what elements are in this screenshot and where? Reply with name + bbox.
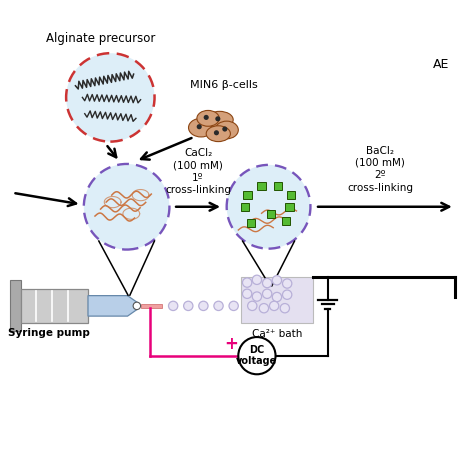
FancyBboxPatch shape [10,280,20,331]
FancyBboxPatch shape [20,289,88,323]
Circle shape [238,337,275,374]
Circle shape [84,164,169,250]
Circle shape [222,127,228,132]
Text: Alginate precursor: Alginate precursor [46,32,156,45]
Circle shape [215,116,220,121]
Circle shape [263,289,272,299]
Circle shape [133,302,141,310]
Circle shape [66,53,155,142]
Text: Syringe pump: Syringe pump [9,328,91,338]
Circle shape [229,301,238,310]
Text: AE: AE [433,58,449,71]
Bar [282,217,291,225]
FancyBboxPatch shape [141,304,162,308]
Bar [287,191,295,199]
Ellipse shape [197,110,219,126]
Circle shape [197,124,202,129]
Text: BaCl₂
(100 mM)
2º
cross-linking: BaCl₂ (100 mM) 2º cross-linking [347,146,413,193]
Circle shape [247,301,257,310]
Polygon shape [88,296,137,316]
Text: CaCl₂
(100 mM)
1º
cross-linking: CaCl₂ (100 mM) 1º cross-linking [165,148,231,195]
Bar [267,210,275,218]
Circle shape [214,130,219,135]
Circle shape [259,303,269,313]
Circle shape [272,275,282,285]
Bar [285,202,294,211]
Circle shape [283,279,292,288]
Circle shape [168,301,178,310]
Bar [244,191,252,199]
Bar [241,202,249,211]
Circle shape [272,292,282,301]
Circle shape [280,303,290,313]
Ellipse shape [215,121,238,139]
Circle shape [252,292,262,301]
Ellipse shape [206,111,233,128]
Circle shape [263,278,272,288]
Text: Ca²⁺ bath: Ca²⁺ bath [252,328,302,338]
Circle shape [199,301,208,310]
Bar [257,182,266,190]
Text: +: + [224,335,238,353]
Circle shape [183,301,193,310]
FancyBboxPatch shape [241,276,313,323]
Circle shape [227,165,310,249]
Bar [246,219,255,227]
Circle shape [214,301,223,310]
Ellipse shape [189,118,214,137]
Bar [273,182,282,190]
Circle shape [243,289,252,299]
Text: DC
voltage: DC voltage [237,345,278,366]
Ellipse shape [206,126,230,142]
Circle shape [270,301,279,310]
Circle shape [204,115,209,120]
Circle shape [283,290,292,300]
Text: -: - [278,348,284,363]
Circle shape [243,278,252,287]
Circle shape [252,275,262,284]
Text: MIN6 β-cells: MIN6 β-cells [191,81,258,91]
